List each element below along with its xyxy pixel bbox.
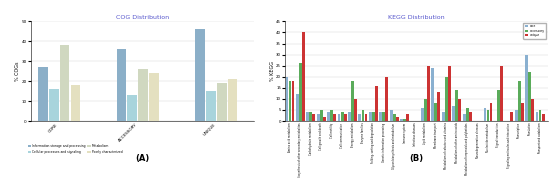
Bar	[400, 119, 403, 121]
Bar	[458, 99, 461, 121]
Bar	[445, 77, 448, 121]
Bar	[396, 117, 399, 121]
Bar	[372, 112, 375, 121]
Bar	[421, 108, 424, 121]
Bar	[375, 86, 378, 121]
Bar	[385, 77, 389, 121]
Bar	[195, 29, 205, 121]
Bar	[469, 112, 472, 121]
Bar	[531, 99, 534, 121]
Bar	[310, 112, 312, 121]
Text: (B): (B)	[409, 154, 424, 163]
Bar	[500, 66, 503, 121]
Bar	[49, 89, 59, 121]
Bar	[362, 110, 364, 121]
Bar	[455, 90, 458, 121]
Bar	[348, 112, 351, 121]
Bar	[217, 83, 226, 121]
Bar	[390, 110, 392, 121]
Bar	[542, 114, 544, 121]
Bar	[463, 114, 466, 121]
Bar	[452, 106, 455, 121]
Bar	[442, 112, 444, 121]
Bar	[327, 112, 330, 121]
Bar	[536, 112, 538, 121]
Bar	[382, 112, 385, 121]
Bar	[351, 81, 354, 121]
Bar	[515, 110, 518, 121]
Bar	[539, 110, 542, 121]
Legend: core, accessory, unique: core, accessory, unique	[523, 23, 546, 39]
Bar	[424, 99, 427, 121]
Bar	[127, 95, 137, 121]
Bar	[364, 114, 367, 121]
Text: (A): (A)	[135, 154, 150, 163]
Bar	[117, 49, 126, 121]
Bar	[518, 81, 520, 121]
Bar	[393, 114, 396, 121]
Bar	[466, 108, 468, 121]
Bar	[333, 114, 336, 121]
Bar	[317, 114, 320, 121]
Bar	[38, 67, 48, 121]
Bar	[299, 63, 302, 121]
Bar	[312, 114, 315, 121]
Bar	[286, 77, 288, 121]
Bar	[138, 69, 148, 121]
Bar	[344, 114, 347, 121]
Bar	[497, 90, 500, 121]
Title: COG Distribution: COG Distribution	[116, 15, 169, 20]
Bar	[434, 103, 437, 121]
Y-axis label: % COGs: % COGs	[15, 61, 20, 81]
Y-axis label: % KEGG: % KEGG	[269, 61, 274, 81]
Bar	[528, 72, 531, 121]
Bar	[427, 66, 430, 121]
Bar	[302, 32, 305, 121]
Bar	[525, 55, 528, 121]
Bar	[403, 119, 406, 121]
Bar	[438, 92, 440, 121]
Bar	[340, 112, 344, 121]
Bar	[60, 45, 69, 121]
Bar	[206, 91, 216, 121]
Bar	[354, 99, 357, 121]
Bar	[369, 112, 372, 121]
Bar	[432, 68, 434, 121]
Bar	[306, 112, 309, 121]
Legend: Information storage and processing, Cellular processes and signaling, Metabolism: Information storage and processing, Cell…	[28, 145, 122, 154]
Bar	[358, 114, 361, 121]
Bar	[296, 95, 299, 121]
Title: KEGG Distribution: KEGG Distribution	[388, 15, 445, 20]
Bar	[338, 114, 340, 121]
Bar	[228, 79, 238, 121]
Bar	[323, 117, 326, 121]
Bar	[330, 110, 333, 121]
Bar	[320, 110, 323, 121]
Bar	[70, 85, 80, 121]
Bar	[292, 81, 295, 121]
Bar	[490, 103, 492, 121]
Bar	[448, 66, 451, 121]
Bar	[406, 114, 409, 121]
Bar	[486, 110, 489, 121]
Bar	[510, 112, 513, 121]
Bar	[521, 103, 524, 121]
Bar	[149, 73, 159, 121]
Bar	[380, 112, 382, 121]
Bar	[288, 81, 291, 121]
Bar	[484, 108, 486, 121]
